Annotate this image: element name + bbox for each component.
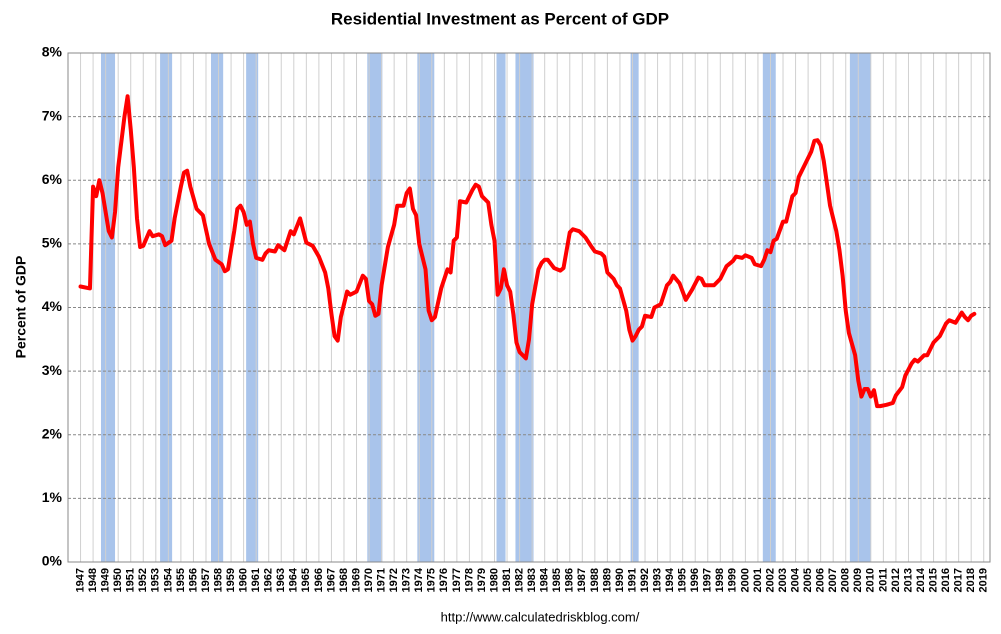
x-tick-label: 1993 bbox=[651, 568, 663, 592]
x-tick-label: 1963 bbox=[275, 568, 287, 592]
x-tick-label: 1971 bbox=[376, 568, 388, 592]
x-tick-label: 1994 bbox=[664, 567, 676, 592]
x-tick-label: 1962 bbox=[263, 568, 275, 592]
x-tick-label: 2016 bbox=[940, 568, 952, 592]
x-tick-label: 1989 bbox=[601, 568, 613, 592]
x-tick-label: 1953 bbox=[150, 568, 162, 592]
x-tick-label: 1958 bbox=[212, 568, 224, 592]
x-tick-label: 1948 bbox=[87, 568, 99, 592]
recession-band bbox=[211, 53, 224, 562]
x-tick-label: 2004 bbox=[789, 567, 801, 592]
x-tick-label: 1955 bbox=[175, 568, 187, 592]
x-tick-label: 1967 bbox=[325, 568, 337, 592]
x-tick-label: 1970 bbox=[363, 568, 375, 592]
x-tick-label: 1954 bbox=[162, 567, 174, 592]
x-tick-label: 1995 bbox=[677, 568, 689, 592]
x-tick-label: 1965 bbox=[300, 568, 312, 592]
x-tick-label: 2005 bbox=[802, 568, 814, 592]
chart-title: Residential Investment as Percent of GDP bbox=[331, 9, 669, 28]
x-tick-label: 2012 bbox=[890, 568, 902, 592]
x-tick-label: 1985 bbox=[551, 568, 563, 592]
y-tick-label: 6% bbox=[42, 171, 63, 187]
x-tick-label: 2011 bbox=[877, 568, 889, 592]
x-tick-label: 1999 bbox=[727, 568, 739, 592]
x-tick-label: 1952 bbox=[137, 568, 149, 592]
x-tick-label: 2001 bbox=[752, 568, 764, 592]
x-tick-label: 1977 bbox=[451, 568, 463, 592]
y-tick-label: 0% bbox=[42, 553, 63, 569]
x-tick-label: 2018 bbox=[965, 568, 977, 592]
x-tick-label: 2010 bbox=[865, 568, 877, 592]
x-tick-label: 1998 bbox=[714, 568, 726, 592]
x-tick-label: 2015 bbox=[927, 568, 939, 592]
x-tick-label: 1951 bbox=[125, 568, 137, 592]
x-tick-label: 1973 bbox=[401, 568, 413, 592]
x-tick-label: 1947 bbox=[74, 568, 86, 592]
x-tick-label: 1991 bbox=[626, 568, 638, 592]
x-tick-label: 2014 bbox=[915, 567, 927, 592]
x-tick-label: 1982 bbox=[513, 568, 525, 592]
x-tick-label: 1959 bbox=[225, 568, 237, 592]
x-tick-label: 1987 bbox=[576, 568, 588, 592]
x-tick-label: 1949 bbox=[100, 568, 112, 592]
x-tick-label: 1990 bbox=[614, 568, 626, 592]
x-tick-label: 2013 bbox=[902, 568, 914, 592]
x-tick-label: 2006 bbox=[815, 568, 827, 592]
y-axis-label: Percent of GDP bbox=[13, 256, 29, 359]
x-tick-label: 2019 bbox=[978, 568, 990, 592]
y-tick-label: 8% bbox=[42, 44, 63, 60]
x-tick-label: 1983 bbox=[526, 568, 538, 592]
x-tick-label: 1996 bbox=[689, 568, 701, 592]
y-tick-label: 5% bbox=[42, 235, 63, 251]
plot-border bbox=[67, 52, 991, 563]
x-tick-label: 1980 bbox=[488, 568, 500, 592]
x-tick-label: 1968 bbox=[338, 568, 350, 592]
x-tick-label: 2017 bbox=[953, 568, 965, 592]
x-tick-label: 1966 bbox=[313, 568, 325, 592]
y-tick-label: 3% bbox=[42, 362, 63, 378]
y-tick-label: 1% bbox=[42, 489, 63, 505]
x-tick-label: 2008 bbox=[840, 568, 852, 592]
x-tick-label: 1975 bbox=[426, 568, 438, 592]
x-tick-label: 2003 bbox=[777, 568, 789, 592]
x-tick-label: 1986 bbox=[564, 568, 576, 592]
x-tick-label: 1997 bbox=[702, 568, 714, 592]
x-tick-label: 1964 bbox=[288, 567, 300, 592]
y-tick-label: 7% bbox=[42, 107, 63, 123]
x-tick-label: 1976 bbox=[438, 568, 450, 592]
x-tick-label: 1961 bbox=[250, 568, 262, 592]
x-tick-label: 1972 bbox=[388, 568, 400, 592]
x-tick-label: 1979 bbox=[476, 568, 488, 592]
x-tick-label: 1988 bbox=[589, 568, 601, 592]
x-tick-label: 2002 bbox=[764, 568, 776, 592]
y-tick-label: 4% bbox=[42, 298, 63, 314]
recession-band bbox=[496, 53, 506, 562]
x-tick-label: 1957 bbox=[200, 568, 212, 592]
y-tick-label: 2% bbox=[42, 425, 63, 441]
x-tick-label: 1956 bbox=[187, 568, 199, 592]
x-tick-label: 2009 bbox=[852, 568, 864, 592]
x-tick-label: 1960 bbox=[238, 568, 250, 592]
x-tick-label: 1950 bbox=[112, 568, 124, 592]
x-tick-label: 1984 bbox=[539, 567, 551, 592]
x-tick-label: 1981 bbox=[501, 568, 513, 592]
x-tick-label: 2000 bbox=[739, 568, 751, 592]
x-tick-label: 1974 bbox=[413, 567, 425, 592]
x-tick-label: 2007 bbox=[827, 568, 839, 592]
source-note: http://www.calculatedriskblog.com/ bbox=[441, 609, 640, 624]
x-tick-label: 1978 bbox=[463, 568, 475, 592]
data-line bbox=[78, 94, 977, 409]
x-tick-label: 1969 bbox=[350, 568, 362, 592]
x-tick-label: 1992 bbox=[639, 568, 651, 592]
